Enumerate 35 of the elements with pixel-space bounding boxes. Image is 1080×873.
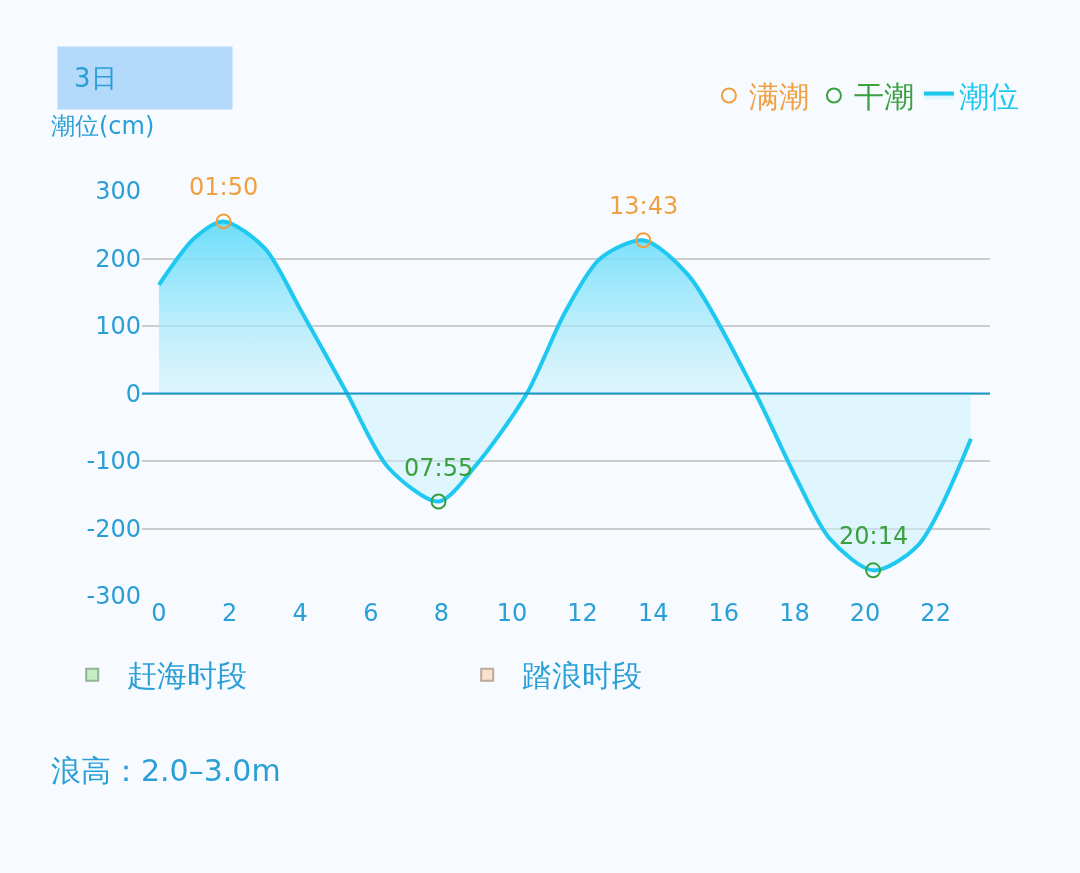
y-tick-label: 0 <box>125 379 141 408</box>
point <box>215 213 232 230</box>
x-tick-label: 20 <box>849 599 881 627</box>
x-tick-label: 22 <box>920 599 951 627</box>
annotation: 20:14 <box>839 522 909 550</box>
y-tick-label: 300 <box>95 177 141 206</box>
y-tick-label: 200 <box>95 244 141 273</box>
legend-label: 干潮 <box>853 79 914 115</box>
legend-label: 潮位 <box>958 79 1019 115</box>
x-tick-label: 6 <box>363 599 379 627</box>
annotation: 07:55 <box>404 454 474 482</box>
x-tick-label: 16 <box>708 599 740 627</box>
x-tick-label: 4 <box>292 599 308 627</box>
x-tick-label: 8 <box>433 599 450 627</box>
y-axis-title: 潮位(cm) <box>51 112 155 140</box>
y-tick-label: 100 <box>95 312 141 341</box>
annotation: 01:50 <box>189 173 259 201</box>
x-tick-label: 2 <box>221 599 238 627</box>
x-tick-label: 14 <box>637 599 669 627</box>
point <box>430 493 447 510</box>
x-tick-label: 18 <box>779 599 810 627</box>
y-tick-label: -100 <box>86 447 141 476</box>
text: 浪高：2.0–3.0m <box>51 753 281 788</box>
x-tick-label: 10 <box>496 599 528 627</box>
text: 3日 <box>74 63 216 93</box>
point <box>865 562 882 579</box>
x-tick-label: 12 <box>567 599 598 627</box>
legend-label: 赶海时段 <box>127 658 248 694</box>
y-tick-label: -300 <box>86 582 141 611</box>
y-tick-label: -200 <box>86 514 141 543</box>
x-tick-label: 0 <box>151 599 167 627</box>
point <box>635 232 652 249</box>
legend-label: 满潮 <box>748 79 809 115</box>
legend-label: 踏浪时段 <box>522 658 643 694</box>
annotation: 13:43 <box>609 192 679 220</box>
